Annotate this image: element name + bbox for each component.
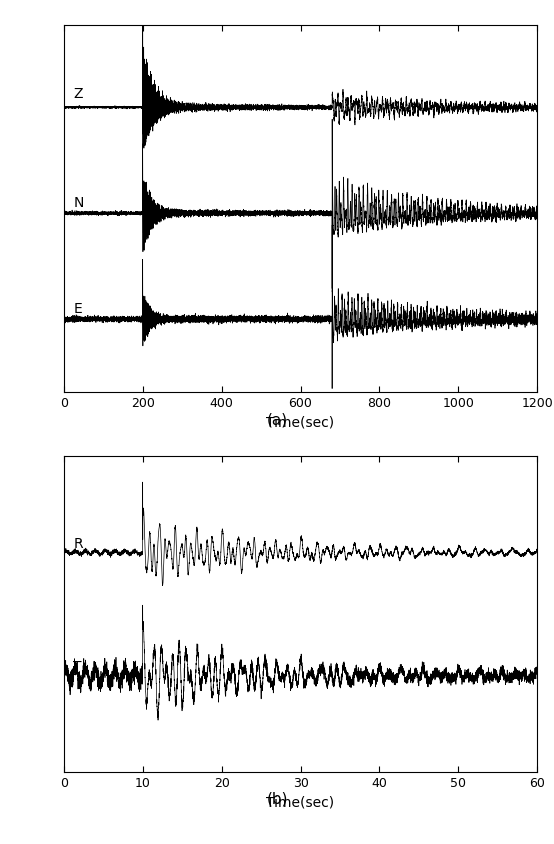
Text: T: T <box>73 660 81 674</box>
Text: (b): (b) <box>266 792 288 807</box>
Text: Z: Z <box>74 87 83 100</box>
Text: N: N <box>74 196 84 210</box>
Text: E: E <box>74 302 83 316</box>
X-axis label: Time(sec): Time(sec) <box>266 796 335 809</box>
Text: (a): (a) <box>266 413 288 428</box>
Text: R: R <box>73 537 83 550</box>
X-axis label: Time(sec): Time(sec) <box>266 416 335 430</box>
